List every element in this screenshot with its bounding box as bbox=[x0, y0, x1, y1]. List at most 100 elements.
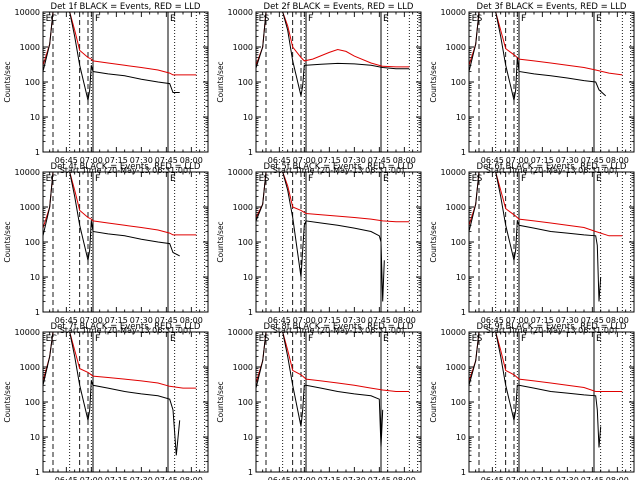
event-marker-label: E bbox=[596, 14, 602, 24]
x-tick-label: 07:15 bbox=[318, 156, 341, 165]
x-tick-label: 07:00 bbox=[506, 476, 529, 480]
event-marker-label: E bbox=[472, 334, 478, 344]
y-tick-label: 1 bbox=[248, 308, 253, 317]
event-marker-label: F bbox=[95, 174, 100, 184]
x-tick-label: 06:45 bbox=[55, 476, 78, 480]
y-tick-label: 10 bbox=[456, 273, 466, 282]
event-marker-label: E bbox=[383, 14, 389, 24]
panel-title: Det 1f BLACK = Events, RED = LLD bbox=[51, 2, 201, 12]
series-lld-line bbox=[43, 172, 197, 236]
event-marker-label: E bbox=[259, 174, 265, 184]
x-tick-label: 07:45 bbox=[581, 156, 604, 165]
x-tick-label: 07:30 bbox=[556, 316, 579, 325]
x-tick-label: 07:30 bbox=[130, 156, 153, 165]
y-axis-label: Counts/sec bbox=[216, 61, 225, 102]
series-events-line bbox=[43, 332, 181, 456]
y-tick-label: 10 bbox=[456, 433, 466, 442]
y-axis-label: Counts/sec bbox=[3, 381, 12, 422]
event-marker-label: E bbox=[170, 14, 176, 24]
x-tick-label: 07:15 bbox=[531, 156, 554, 165]
x-tick-label: 06:45 bbox=[481, 316, 504, 325]
y-tick-label: 100 bbox=[451, 238, 466, 247]
x-axis-label: Start Time (20-May-13 06:31:00) bbox=[60, 326, 191, 335]
x-tick-label: 07:45 bbox=[155, 476, 178, 480]
y-tick-label: 10000 bbox=[15, 8, 40, 17]
panel-title: Det 5f BLACK = Events, RED = LLD bbox=[264, 162, 414, 172]
x-tick-label: 06:45 bbox=[481, 156, 504, 165]
y-tick-label: 10 bbox=[30, 273, 40, 282]
x-tick-label: 07:00 bbox=[506, 316, 529, 325]
series-lld-line bbox=[256, 12, 410, 68]
y-tick-label: 100 bbox=[25, 238, 40, 247]
x-tick-label: 07:30 bbox=[130, 316, 153, 325]
y-tick-label: 10000 bbox=[15, 328, 40, 337]
x-tick-label: 08:00 bbox=[180, 316, 203, 325]
y-tick-label: 10000 bbox=[441, 328, 466, 337]
x-tick-label: 06:45 bbox=[268, 156, 291, 165]
x-tick-label: 07:30 bbox=[343, 156, 366, 165]
plot-frame bbox=[468, 331, 635, 473]
x-tick-label: 07:30 bbox=[556, 476, 579, 480]
y-tick-label: 10000 bbox=[228, 328, 253, 337]
y-tick-label: 1000 bbox=[446, 203, 466, 212]
series-events-line bbox=[469, 172, 602, 302]
y-tick-label: 100 bbox=[238, 398, 253, 407]
x-tick-label: 07:00 bbox=[80, 156, 103, 165]
plot-frame bbox=[42, 11, 209, 153]
x-tick-label: 08:00 bbox=[180, 476, 203, 480]
x-tick-label: 07:45 bbox=[368, 476, 391, 480]
y-tick-label: 10 bbox=[456, 113, 466, 122]
event-marker-label: S bbox=[477, 174, 483, 184]
y-axis-label: Counts/sec bbox=[429, 381, 438, 422]
x-tick-label: 07:15 bbox=[318, 316, 341, 325]
y-tick-label: 100 bbox=[25, 78, 40, 87]
y-tick-label: 1000 bbox=[446, 43, 466, 52]
x-tick-label: 07:00 bbox=[293, 476, 316, 480]
x-tick-label: 07:45 bbox=[155, 156, 178, 165]
panel-title: Det 8f BLACK = Events, RED = LLD bbox=[264, 322, 414, 332]
y-tick-label: 1 bbox=[248, 468, 253, 477]
x-axis-label: Start Time (20-May-13 06:31:00) bbox=[486, 326, 617, 335]
y-axis-label: Counts/sec bbox=[429, 221, 438, 262]
x-axis-label: Start Time (20-May-13 06:31:00) bbox=[273, 166, 404, 175]
series-events-line bbox=[469, 332, 602, 448]
event-marker-label: F bbox=[95, 334, 100, 344]
y-tick-label: 1 bbox=[35, 468, 40, 477]
y-tick-label: 10000 bbox=[441, 8, 466, 17]
x-tick-label: 07:30 bbox=[343, 476, 366, 480]
series-events-line bbox=[43, 12, 180, 101]
y-tick-label: 10 bbox=[243, 273, 253, 282]
series-events-line bbox=[256, 172, 385, 302]
x-tick-label: 07:45 bbox=[368, 316, 391, 325]
x-tick-label: 07:15 bbox=[105, 476, 128, 480]
event-marker-label: E bbox=[259, 334, 265, 344]
event-marker-label: E bbox=[472, 174, 478, 184]
plot-frame bbox=[468, 11, 635, 153]
y-tick-label: 1000 bbox=[233, 363, 253, 372]
y-tick-label: 10 bbox=[243, 113, 253, 122]
x-tick-label: 06:45 bbox=[55, 156, 78, 165]
series-events-line bbox=[256, 12, 410, 97]
event-marker-label: E bbox=[46, 334, 52, 344]
event-marker-label: F bbox=[308, 14, 313, 24]
event-marker-label: E bbox=[472, 14, 478, 24]
x-tick-label: 06:45 bbox=[268, 316, 291, 325]
panel-title: Det 7f BLACK = Events, RED = LLD bbox=[51, 322, 201, 332]
y-tick-label: 100 bbox=[451, 78, 466, 87]
event-marker-label: S bbox=[477, 14, 483, 24]
x-tick-label: 07:00 bbox=[80, 476, 103, 480]
y-tick-label: 1 bbox=[248, 148, 253, 157]
event-marker-label: F bbox=[521, 14, 526, 24]
y-tick-label: 10 bbox=[30, 113, 40, 122]
event-marker-label: E bbox=[46, 14, 52, 24]
series-lld-line bbox=[256, 172, 410, 223]
x-tick-label: 07:00 bbox=[293, 316, 316, 325]
y-tick-label: 10000 bbox=[228, 168, 253, 177]
event-marker-label: F bbox=[95, 14, 100, 24]
y-axis-label: Counts/sec bbox=[3, 61, 12, 102]
x-tick-label: 07:45 bbox=[155, 316, 178, 325]
